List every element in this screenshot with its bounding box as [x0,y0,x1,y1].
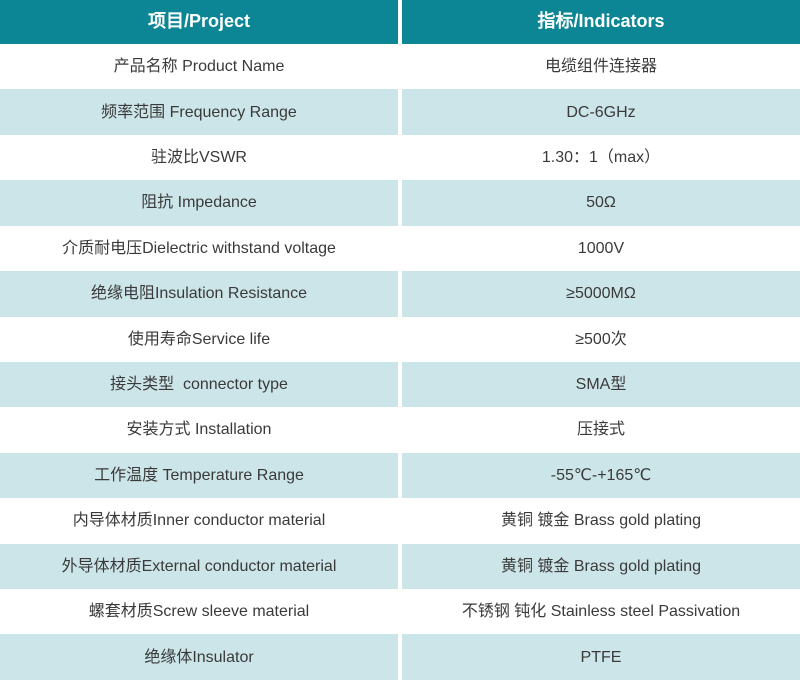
row-value: ≥500次 [402,316,800,362]
table-row-connector-type: 接头类型 connector type SMA型 [0,361,800,408]
row-value: SMA型 [402,361,800,408]
table-row-impedance: 阻抗 Impedance 50Ω [0,180,800,226]
header-cell-project: 项目/Project [0,0,398,44]
row-label: 工作温度 Temperature Range [0,452,398,499]
table-row-dielectric-withstand-voltage: 介质耐电压Dielectric withstand voltage 1000V [0,225,800,272]
table-row-external-conductor-material: 外导体材质External conductor material 黄铜 镀金 B… [0,543,800,590]
row-value: 黄铜 镀金 Brass gold plating [402,498,800,544]
row-value: DC-6GHz [402,89,800,135]
row-label: 绝缘体Insulator [0,634,398,680]
table-row-vswr: 驻波比VSWR 1.30：1（max） [0,134,800,181]
row-label: 驻波比VSWR [0,134,398,181]
row-label: 接头类型 connector type [0,361,398,408]
row-label: 使用寿命Service life [0,316,398,362]
row-label: 介质耐电压Dielectric withstand voltage [0,225,398,272]
table-row-service-life: 使用寿命Service life ≥500次 [0,316,800,362]
row-label: 频率范围 Frequency Range [0,89,398,135]
row-value: 压接式 [402,407,800,453]
row-label: 绝缘电阻Insulation Resistance [0,271,398,317]
table-row-frequency-range: 频率范围 Frequency Range DC-6GHz [0,89,800,135]
table-header-row: 项目/Project 指标/Indicators [0,0,800,44]
row-label: 安装方式 Installation [0,407,398,453]
row-label: 螺套材质Screw sleeve material [0,589,398,635]
table-row-screw-sleeve-material: 螺套材质Screw sleeve material 不锈钢 钝化 Stainle… [0,589,800,635]
table-row-insulator: 绝缘体Insulator PTFE [0,634,800,680]
row-value: 黄铜 镀金 Brass gold plating [402,543,800,590]
table-row-inner-conductor-material: 内导体材质Inner conductor material 黄铜 镀金 Bras… [0,498,800,544]
table-row-temperature-range: 工作温度 Temperature Range -55℃-+165℃ [0,452,800,499]
table-row-installation: 安装方式 Installation 压接式 [0,407,800,453]
header-cell-indicators: 指标/Indicators [402,0,800,44]
row-value: 50Ω [402,180,800,226]
row-label: 内导体材质Inner conductor material [0,498,398,544]
row-value: 1000V [402,225,800,272]
row-value: 1.30：1（max） [402,134,800,181]
row-value: 不锈钢 钝化 Stainless steel Passivation [402,589,800,635]
row-label: 阻抗 Impedance [0,180,398,226]
row-label: 产品名称 Product Name [0,44,398,90]
table-row-insulation-resistance: 绝缘电阻Insulation Resistance ≥5000MΩ [0,271,800,317]
row-value: PTFE [402,634,800,680]
row-value: -55℃-+165℃ [402,452,800,499]
row-value: ≥5000MΩ [402,271,800,317]
row-label: 外导体材质External conductor material [0,543,398,590]
table-row-product-name: 产品名称 Product Name 电缆组件连接器 [0,44,800,90]
row-value: 电缆组件连接器 [402,44,800,90]
